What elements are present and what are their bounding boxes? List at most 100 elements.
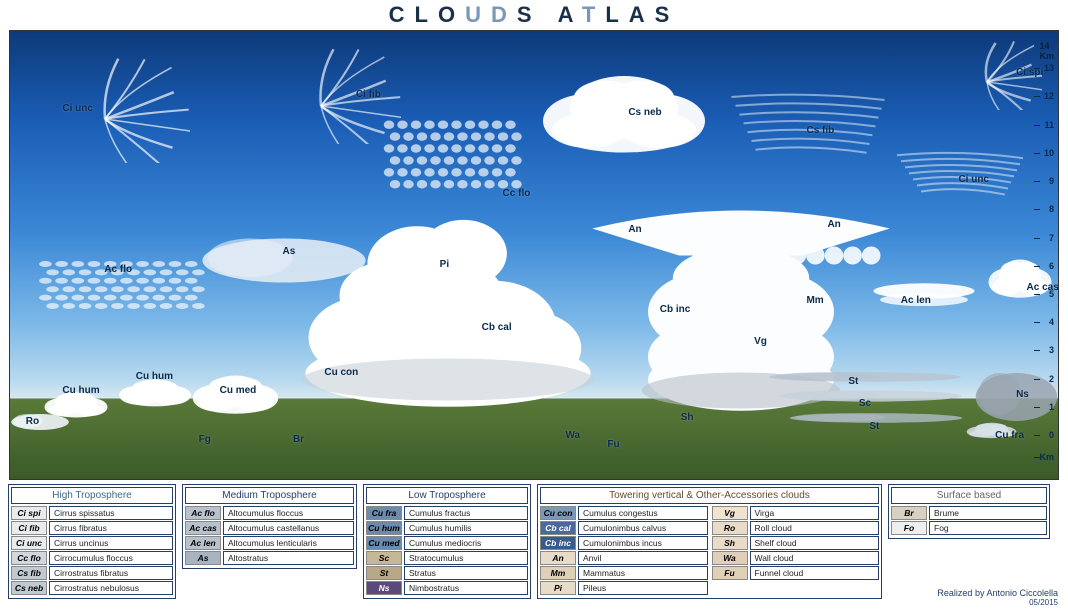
legend-name: Cumulus mediocris [404,536,528,550]
axis-tick: 2 [1049,374,1054,384]
legend-name: Anvil [578,551,708,565]
cloud-label-sc-1: Sc [859,398,871,409]
legend-name: Wall cloud [750,551,880,565]
legend-row: ShShelf cloud [712,536,880,550]
legend-row: Ci uncCirrus uncinus [11,536,173,550]
legend-name: Altocumulus lenticularis [223,536,354,550]
altitude-axis: 14 Km 131211109876543210Km [1028,31,1056,479]
legend-group-high: High TroposphereCi spiCirrus spissatusCi… [8,484,176,599]
legend-abbr: Cu con [540,506,576,520]
legend-row: FoFog [891,521,1047,535]
axis-tick: 12 [1044,91,1054,101]
legend-header: Low Troposphere [366,487,528,504]
legend-abbr: Cs neb [11,581,47,595]
legend-row: Ac floAltocumulus floccus [185,506,354,520]
cloud-label-cu-hum-2: Cu hum [136,371,173,382]
legend-name: Cumulonimbus calvus [578,521,708,535]
legend-row: Cs fibCirrostratus fibratus [11,566,173,580]
axis-tick: 9 [1049,176,1054,186]
legend-row: AnAnvil [540,551,708,565]
axis-tick: 11 [1044,120,1054,130]
legend-row: Ac casAltocumulus castellanus [185,521,354,535]
legend-name: Cumulus congestus [578,506,708,520]
cloud-st-c [765,371,965,383]
legend-row: PiPileus [540,581,708,595]
legend-abbr: Ci spi [11,506,47,520]
cloud-label-cs-neb-1: Cs neb [628,107,661,118]
legend-row: Cb incCumulonimbus incus [540,536,708,550]
legend-abbr: Ns [366,581,402,595]
legend-abbr: Wa [712,551,748,565]
cloud-label-cu-fra-1: Cu fra [995,430,1024,441]
cloud-label-an-1: An [628,224,641,235]
legend-name: Nimbostratus [404,581,528,595]
legend-abbr: Br [891,506,927,520]
legend-row: RoRoll cloud [712,521,880,535]
legend-name: Cumulus fractus [404,506,528,520]
legend-row: Cu humCumulus humilis [366,521,528,535]
axis-tick: 10 [1044,148,1054,158]
legend-name: Cirrus spissatus [49,506,173,520]
legend-abbr: Cb inc [540,536,576,550]
cloud-label-br-1: Br [293,434,304,445]
cloud-label-vg-1: Vg [754,336,767,347]
legend-abbr: Fu [712,566,748,580]
cloud-cirrostratus-neb [534,67,714,157]
legend-row: NsNimbostratus [366,581,528,595]
legend-row: ScStratocumulus [366,551,528,565]
legend-abbr: Ac flo [185,506,221,520]
axis-tick: 1 [1049,402,1054,412]
axis-tick: 7 [1049,233,1054,243]
legend-abbr: Cu med [366,536,402,550]
legend-name: Cumulonimbus incus [578,536,708,550]
legend-name: Stratus [404,566,528,580]
legend-group-tow: Towering vertical & Other-Accessories cl… [537,484,882,599]
legend-row: Ac lenAltocumulus lenticularis [185,536,354,550]
cloud-cb-cal-c [293,201,603,411]
legend-abbr: Cc flo [11,551,47,565]
legend-header: Towering vertical & Other-Accessories cl… [540,487,879,504]
cloud-label-fu-1: Fu [607,439,619,450]
legend-abbr: St [366,566,402,580]
cloud-cirrocum [377,112,527,197]
axis-tick: 8 [1049,204,1054,214]
legend-row: Cs nebCirrostratus nebulosus [11,581,173,595]
cloud-label-an-2: An [827,219,840,230]
cloud-label-mm-1: Mm [806,295,823,306]
cloud-label-ac-len-1: Ac len [901,295,931,306]
atlas-chart: Ci uncCi fibCc floCs nebCs fibCi spiCi u… [9,30,1059,480]
legend-abbr: Pi [540,581,576,595]
legend-abbr: Ro [712,521,748,535]
cloud-label-cc-flo-1: Cc flo [503,188,531,199]
cloud-label-ci-unc-1: Ci unc [62,103,93,114]
cloud-cirrus-unc [20,53,190,163]
legend-row: Ci fibCirrus fibratus [11,521,173,535]
legend-abbr: Ci unc [11,536,47,550]
legend-name: Altocumulus castellanus [223,521,354,535]
axis-tick: 5 [1049,289,1054,299]
legend-row: BrBrume [891,506,1047,520]
axis-unit-bottom: Km [1039,452,1054,462]
legend-name: Virga [750,506,880,520]
legend-name: Funnel cloud [750,566,880,580]
axis-unit-label: 14 Km [1039,41,1054,61]
legend-row: AsAltostratus [185,551,354,565]
legend-name: Shelf cloud [750,536,880,550]
legend-abbr: Sc [366,551,402,565]
legend-abbr: Ci fib [11,521,47,535]
cloud-label-ro-1: Ro [26,416,39,427]
cloud-label-as-1: As [282,246,295,257]
legend-row: Cc floCirrocumulus floccus [11,551,173,565]
legend-name: Cirrostratus fibratus [49,566,173,580]
legend-name: Altostratus [223,551,354,565]
legend-name: Stratocumulus [404,551,528,565]
cloud-label-fg-1: Fg [199,434,211,445]
legend-header: Medium Troposphere [185,487,354,504]
cloud-ro-c [10,412,70,432]
legend-row: StStratus [366,566,528,580]
legend-abbr: Cu hum [366,521,402,535]
legend-abbr: Mm [540,566,576,580]
legend-row: WaWall cloud [712,551,880,565]
axis-tick: 6 [1049,261,1054,271]
legend-group-low: Low TroposphereCu fraCumulus fractusCu h… [363,484,531,599]
